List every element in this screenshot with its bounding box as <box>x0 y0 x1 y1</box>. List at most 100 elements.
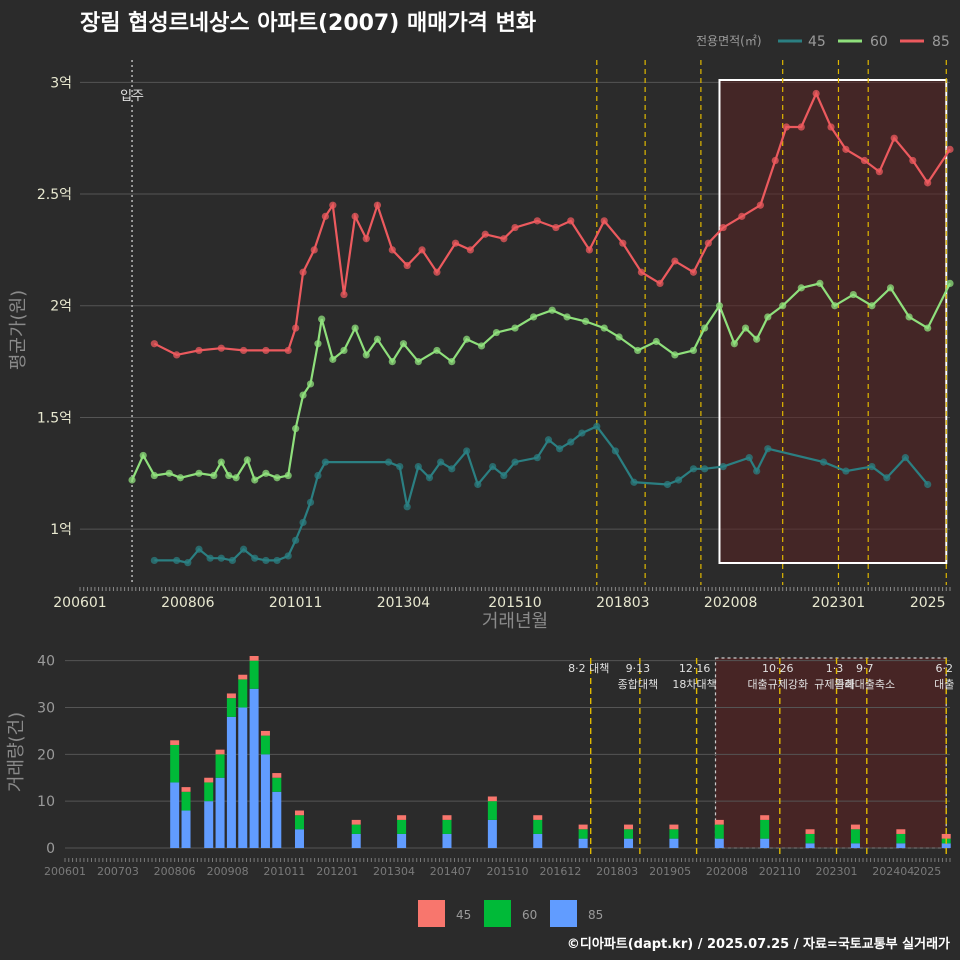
point-85 <box>362 235 370 243</box>
bar-85 <box>249 688 259 848</box>
policy-annotation: 6·2 <box>935 662 953 675</box>
point-85 <box>860 156 869 165</box>
main-x-tick-label: 200806 <box>161 595 215 611</box>
bar-45 <box>896 829 906 834</box>
bar-85 <box>941 843 951 848</box>
point-45 <box>556 445 564 453</box>
bar-x-tick-label: 200601 <box>44 865 86 878</box>
point-85 <box>150 340 158 348</box>
bar-85 <box>226 716 236 848</box>
policy-annotation: 종합대책 <box>618 678 658 691</box>
bar-85 <box>351 833 361 848</box>
point-45 <box>719 462 727 471</box>
point-85 <box>756 201 764 209</box>
point-45 <box>701 465 709 473</box>
policy-annotation: 9·7 <box>856 662 874 675</box>
point-60 <box>225 471 233 480</box>
point-60 <box>477 342 486 350</box>
point-85 <box>310 246 318 254</box>
point-45 <box>567 438 575 446</box>
point-45 <box>384 458 393 466</box>
point-60 <box>946 279 954 288</box>
bar-85 <box>669 838 679 848</box>
bar-x-tick-label: 201201 <box>316 865 358 878</box>
point-45 <box>924 480 932 489</box>
bar-85 <box>850 843 860 848</box>
point-60 <box>150 471 158 480</box>
bar-60 <box>260 735 270 755</box>
point-85 <box>351 212 359 220</box>
point-60 <box>373 335 382 343</box>
main-policy-lines: 입주 <box>120 60 947 585</box>
point-60 <box>463 335 471 343</box>
point-45 <box>674 476 683 484</box>
point-45 <box>578 429 586 437</box>
bar-x-tick-label: 202110 <box>759 865 801 878</box>
bar-45 <box>249 656 259 661</box>
main-x-tick-label: 202301 <box>812 595 865 611</box>
bar-45 <box>941 833 951 839</box>
legend-bottom-label-85: 85 <box>588 908 603 922</box>
main-x-tick-label: 201510 <box>488 595 541 611</box>
point-45 <box>314 471 322 480</box>
bar-60 <box>226 698 236 717</box>
point-60 <box>849 290 857 299</box>
policy-annotation: 8·2 대책 <box>568 662 609 675</box>
policy-annotation: 1·3 <box>826 662 844 675</box>
bar-y-tick-label: 0 <box>46 841 55 857</box>
point-45 <box>228 556 237 565</box>
point-85 <box>262 346 270 355</box>
bar-highlight-box <box>714 657 947 849</box>
bar-85 <box>805 843 815 848</box>
bar-85 <box>533 833 543 848</box>
bar-60 <box>397 819 407 834</box>
main-x-tick-label: 2025 <box>910 595 946 611</box>
point-45 <box>414 462 422 471</box>
bar-45 <box>805 829 815 834</box>
bar-60 <box>760 819 770 839</box>
point-60 <box>433 346 441 355</box>
point-60 <box>128 476 136 484</box>
point-45 <box>663 480 672 489</box>
legend-bottom-label-60: 60 <box>522 908 537 922</box>
bar-45 <box>533 815 543 820</box>
bar-45 <box>272 773 282 778</box>
bar-45 <box>215 749 225 755</box>
bar-45 <box>397 815 407 820</box>
point-45 <box>217 554 225 562</box>
point-85 <box>619 239 627 247</box>
policy-annotation: 18차대책 <box>672 678 716 691</box>
point-60 <box>284 471 292 480</box>
main-axes: 200601 200806 201011 201304 201510 201803 2020… <box>53 587 951 611</box>
policy-annotation: 10·26 <box>762 662 794 675</box>
point-60 <box>511 324 519 332</box>
point-45 <box>533 454 541 462</box>
bar-series <box>170 656 951 848</box>
bar-85 <box>204 801 214 848</box>
point-60 <box>779 302 787 310</box>
bar-60 <box>238 679 248 708</box>
bar-60 <box>181 791 191 811</box>
policy-annotation: 규제완화 <box>814 678 854 691</box>
bar-60 <box>272 777 282 792</box>
point-85 <box>481 230 489 238</box>
point-45 <box>883 474 891 482</box>
point-45 <box>403 503 411 511</box>
legend-label-60: 60 <box>870 34 888 50</box>
bar-85 <box>896 843 906 848</box>
point-60 <box>652 337 660 346</box>
bar-85 <box>578 838 588 848</box>
bar-85 <box>487 819 497 848</box>
bar-60 <box>714 824 724 839</box>
point-60 <box>448 357 456 366</box>
point-45 <box>306 498 315 506</box>
bar-60 <box>204 782 214 802</box>
main-y-tick-label: 1.5억 <box>37 410 72 426</box>
bar-60 <box>896 833 906 844</box>
main-y-axis-title: 평균가(원) <box>8 290 29 370</box>
point-60 <box>715 302 724 310</box>
bar-45 <box>442 815 452 820</box>
point-85 <box>827 123 835 131</box>
point-60 <box>689 346 698 355</box>
point-60 <box>634 346 642 355</box>
